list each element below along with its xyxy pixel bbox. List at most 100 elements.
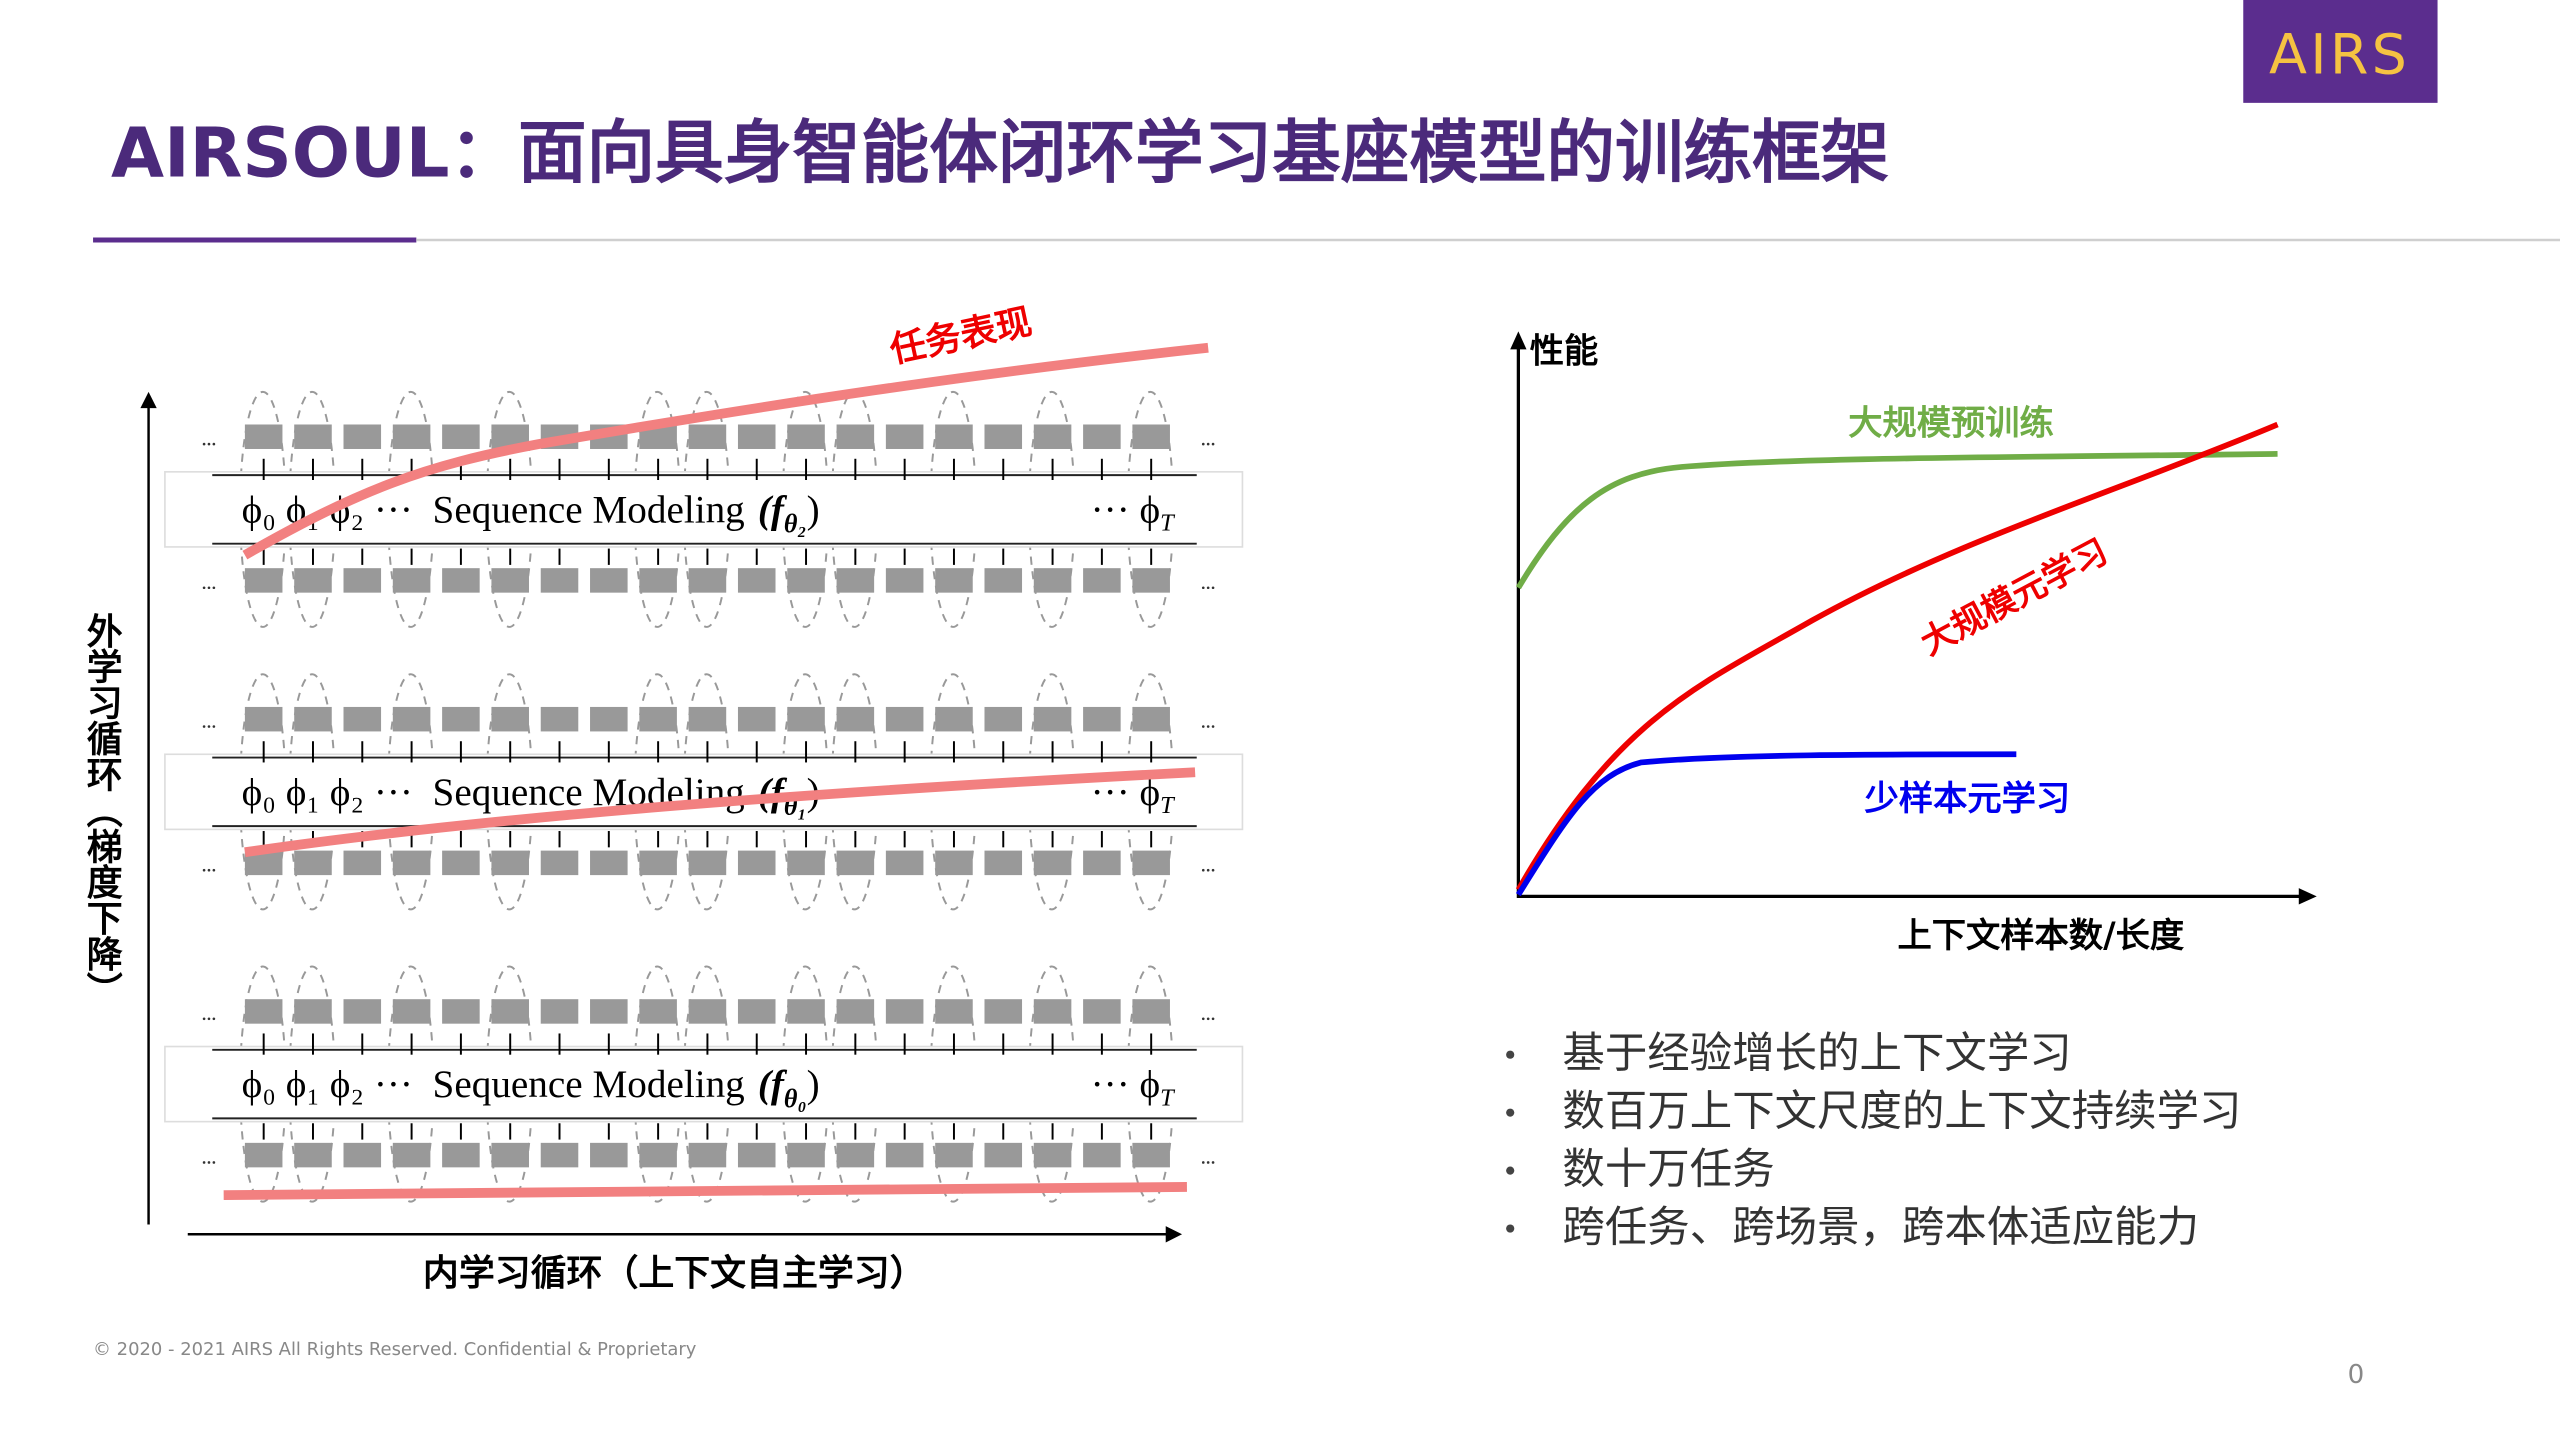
- token-box: [1033, 424, 1072, 449]
- bullet-text: 基于经验增长的上下文学习: [1562, 1030, 2071, 1079]
- bullet-dot: [1506, 1166, 1515, 1175]
- token-box: [244, 706, 283, 732]
- token-box: [442, 999, 480, 1024]
- token-box: [1033, 850, 1072, 876]
- token-box: [737, 850, 776, 876]
- token-box: [540, 999, 579, 1024]
- token-box: [984, 1142, 1023, 1168]
- label-part: (f: [758, 771, 788, 814]
- label-part: θ₀: [784, 1084, 807, 1113]
- page-number: 0: [2348, 1360, 2365, 1390]
- ellipsis-dot: [1206, 1017, 1210, 1021]
- token-box: [935, 706, 973, 732]
- ellipsis-dot: [212, 725, 216, 728]
- token-box: [935, 850, 973, 876]
- ellipsis-dot: [1211, 586, 1215, 590]
- token-box: [1083, 424, 1121, 449]
- label-part: ): [807, 488, 820, 531]
- token-box: [1083, 850, 1121, 876]
- token-box: [737, 706, 776, 732]
- token-box: [984, 850, 1023, 876]
- token-box: [294, 850, 332, 876]
- label-part: Sequence Modeling: [433, 1063, 745, 1106]
- ellipsis-dot: [1201, 868, 1205, 872]
- token-box: [392, 424, 431, 449]
- token-box: [984, 424, 1023, 449]
- token-box: [392, 568, 431, 593]
- sequence-label: ϕ₀ ϕ₁ ϕ₂ ··· Sequence Modeling (fθ₁): [242, 771, 820, 821]
- ellipsis-dot: [207, 442, 211, 446]
- ellipsis-dot: [1211, 1161, 1215, 1164]
- token-box: [343, 568, 382, 593]
- token-box: [1132, 999, 1170, 1024]
- ellipsis-dot: [207, 1161, 211, 1164]
- token-box: [885, 424, 924, 449]
- token-box: [540, 568, 579, 593]
- token-box: [491, 1142, 529, 1168]
- sequence-end: ··· ϕT: [1091, 1063, 1177, 1111]
- token-box: [984, 706, 1023, 732]
- token-box: [343, 999, 382, 1024]
- token-box: [688, 1142, 727, 1168]
- token-box: [737, 568, 776, 593]
- token-box: [639, 706, 677, 732]
- token-box: [885, 999, 924, 1024]
- ellipsis-dot: [1206, 725, 1210, 728]
- sequence-label: ϕ₀ ϕ₁ ϕ₂ ··· Sequence Modeling (fθ₂): [242, 488, 820, 538]
- performance-line: [223, 1182, 1187, 1200]
- sequence-label: ϕ₀ ϕ₁ ϕ₂ ··· Sequence Modeling (fθ₀): [242, 1063, 820, 1113]
- ellipsis-dot: [202, 725, 206, 728]
- label-part: T: [1160, 1084, 1176, 1111]
- token-box: [688, 999, 727, 1024]
- token-box: [491, 706, 529, 732]
- token-box: [935, 999, 973, 1024]
- arrowhead: [1165, 1226, 1183, 1243]
- token-box: [1083, 568, 1121, 593]
- ellipsis-dot: [212, 868, 216, 872]
- title: AIRSOUL：面向具身智能体闭环学习基座模型的训练框架: [111, 113, 1889, 193]
- arrowhead: [140, 391, 157, 409]
- performance-line: [242, 342, 1209, 560]
- copyright: © 2020 - 2021 AIRS All Rights Reserved. …: [93, 1339, 697, 1360]
- token-box: [639, 568, 677, 593]
- token-box: [935, 568, 973, 593]
- bullet-dot: [1506, 1050, 1515, 1059]
- label-part: ϕ₀ ϕ₁ ϕ₂ ···: [242, 771, 413, 814]
- token-box: [442, 850, 480, 876]
- curve-label: 大规模预训练: [1848, 403, 2054, 443]
- label-part: ··· ϕ: [1091, 488, 1161, 531]
- ellipsis-dot: [1206, 868, 1210, 872]
- token-box: [885, 706, 924, 732]
- token-box: [491, 999, 529, 1024]
- token-box: [442, 1142, 480, 1168]
- bullet-dot: [1506, 1224, 1515, 1233]
- token-box: [294, 999, 332, 1024]
- diagram: 外学习循环（梯度下降） 内学习循环（上下文自主学习） 任务表现 ϕ₀ ϕ₁ ϕ₂…: [81, 302, 1244, 1294]
- ellipsis-dot: [212, 586, 216, 590]
- ellipsis-dot: [1211, 1017, 1215, 1021]
- token-box: [590, 568, 628, 593]
- token-box: [885, 1142, 924, 1168]
- token-box: [540, 706, 579, 732]
- ellipsis-dot: [202, 586, 206, 590]
- sequence-block: ϕ₀ ϕ₁ ϕ₂ ··· Sequence Modeling (fθ₂) ··· ϕT: [164, 390, 1244, 628]
- token-box: [984, 999, 1023, 1024]
- arrowhead: [1510, 331, 1527, 350]
- ellipsis-dot: [202, 1017, 206, 1021]
- ellipsis-dot: [1201, 1161, 1205, 1164]
- token-box: [836, 999, 875, 1024]
- curve-label: 少样本元学习: [1865, 779, 2071, 819]
- token-box: [590, 1142, 628, 1168]
- token-box: [984, 568, 1023, 593]
- token-box: [590, 706, 628, 732]
- token-box: [836, 424, 875, 449]
- token-box: [590, 850, 628, 876]
- outer-axis-label: 外学习循环（梯度下降）: [81, 612, 123, 1007]
- token-box: [787, 706, 825, 732]
- token-box: [294, 1142, 332, 1168]
- token-box: [244, 424, 283, 449]
- ellipsis-dot: [207, 586, 211, 590]
- token-box: [392, 999, 431, 1024]
- token-box: [442, 706, 480, 732]
- token-box: [787, 850, 825, 876]
